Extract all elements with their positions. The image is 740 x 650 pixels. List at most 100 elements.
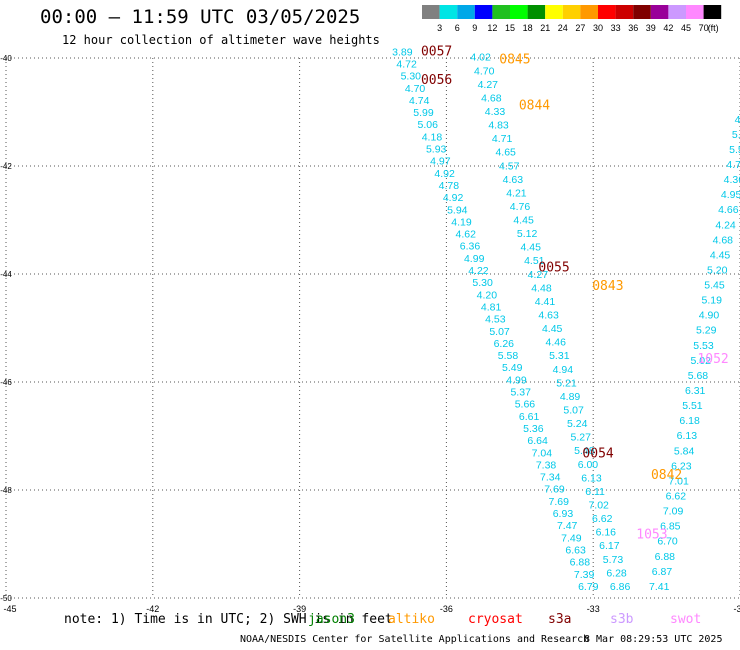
wave-height-value: 6.63	[565, 544, 586, 556]
colorbar-label: 24	[558, 23, 568, 33]
colorbar-label: 70	[699, 23, 709, 33]
pass-time-label: 0843	[592, 279, 623, 294]
footer-timestamp: 8 Mar 08:29:53 UTC 2025	[584, 634, 723, 645]
wave-height-value: 5.37	[510, 387, 531, 399]
wave-height-value: 6.93	[553, 508, 574, 520]
wave-height-value: 7.38	[536, 459, 557, 471]
lon-tick-label: -33	[587, 604, 600, 614]
colorbar-swatch	[615, 5, 634, 19]
colorbar-label: 18	[523, 23, 533, 33]
wave-height-value: 4.62	[456, 229, 477, 241]
lat-tick-label: -44	[0, 270, 12, 279]
lon-tick-label: -42	[146, 604, 159, 614]
colorbar-label: 42	[663, 23, 673, 33]
lat-tick-label: -48	[0, 486, 12, 495]
wave-height-value: 6.79	[578, 581, 599, 593]
map-grid	[5, 57, 740, 599]
colorbar-label: 15	[505, 23, 515, 33]
wave-height-value: 4.70	[474, 65, 495, 77]
wave-height-value: 4.21	[506, 187, 527, 199]
colorbar-label: 45	[681, 23, 691, 33]
pass-time-label: 0055	[538, 260, 569, 275]
wave-height-value: 7.04	[532, 447, 553, 459]
wave-height-value: 4.45	[520, 242, 541, 254]
colorbar-swatch	[598, 5, 616, 19]
lat-tick-label: -42	[0, 162, 12, 171]
colorbar-label: 33	[611, 23, 621, 33]
pass-time-label: 1052	[697, 352, 728, 367]
wave-height-value: 4.57	[499, 160, 520, 172]
wave-height-value: 5.73	[603, 554, 624, 566]
legend-jason3: jason3	[308, 612, 355, 627]
wave-height-value: 7.39	[574, 569, 595, 581]
wave-height-value: 5.19	[702, 295, 723, 307]
wave-height-value: 4.45	[513, 215, 534, 227]
wave-height-value: 7.69	[544, 484, 565, 496]
colorbar-swatch	[686, 5, 704, 19]
wave-height-value: 7.49	[561, 532, 582, 544]
wave-height-value: 6.28	[606, 567, 627, 579]
wave-height-value: 4.48	[531, 282, 552, 294]
wave-height-value: 4.66	[718, 204, 739, 216]
wave-height-value: 7.09	[663, 506, 684, 518]
wave-height-value: 6.17	[599, 540, 620, 552]
wave-height-value: 6.13	[581, 472, 602, 484]
wave-height-value: 6.85	[660, 521, 681, 533]
wave-height-value: 6.31	[685, 385, 706, 397]
wave-height-value: 5.06	[417, 119, 438, 131]
wave-height-value: 4.71	[492, 133, 513, 145]
wave-height-value: 4.63	[538, 310, 559, 322]
wave-height-value: 4.02	[470, 52, 491, 64]
wave-height-value: 4.41	[535, 296, 556, 308]
colorbar-swatch	[562, 5, 581, 19]
pass-time-label: 1053	[636, 528, 667, 543]
wave-height-value: 5.30	[472, 277, 493, 289]
wave-height-value: 5.94	[447, 204, 468, 216]
wave-height-value: 4.63	[503, 174, 524, 186]
wave-height-value: 6.36	[460, 241, 481, 253]
wave-height-value: 4.70	[405, 83, 426, 95]
colorbar-swatch	[527, 5, 546, 19]
pass-time-label: 0844	[519, 98, 550, 113]
pass-time-label: 0056	[421, 73, 452, 88]
colorbar-swatch	[492, 5, 510, 19]
wave-height-value: 4.65	[735, 114, 740, 126]
wave-height-value: 4.27	[528, 269, 549, 281]
wave-height-value: 4.90	[699, 310, 720, 322]
wave-height-value: 6.70	[657, 536, 678, 548]
wave-height-value: 7.41	[649, 581, 670, 593]
legend-s3a: s3a	[548, 612, 572, 627]
wave-height-tracks: 3.894.725.304.704.745.995.064.185.934.97…	[392, 46, 740, 593]
wave-height-value: 5.23	[732, 129, 740, 141]
colorbar-swatch	[703, 5, 722, 19]
colorbar-label: 12	[487, 23, 497, 33]
wave-height-value: 6.62	[592, 513, 613, 525]
legend-cryosat: cryosat	[468, 612, 523, 627]
wave-height-value: 7.47	[557, 520, 578, 532]
wave-height-value: 4.65	[495, 147, 516, 159]
wave-height-value: 5.45	[704, 280, 725, 292]
footer-note: note: 1) Time is in UTC; 2) SWH is in fe…	[64, 612, 393, 627]
wave-height-value: 4.95	[721, 189, 740, 201]
wave-height-value: 5.58	[498, 350, 519, 362]
wave-height-value: 4.72	[726, 159, 740, 171]
wave-height-value: 6.86	[610, 581, 631, 593]
colorbar-swatch	[650, 5, 669, 19]
wave-height-value: 5.27	[571, 432, 592, 444]
wave-height-value: 4.33	[485, 106, 506, 118]
lon-tick-label: -36	[440, 604, 453, 614]
wave-height-value: 5.84	[674, 445, 695, 457]
wave-height-value: 6.62	[666, 490, 687, 502]
colorbar-label: 6	[455, 23, 460, 33]
pass-time-label: 0842	[651, 468, 682, 483]
wave-height-value: 5.30	[401, 71, 422, 83]
colorbar-label: 30	[593, 23, 603, 33]
wave-height-value: 4.45	[542, 323, 563, 335]
wave-height-value: 5.24	[567, 418, 588, 430]
wave-height-value: 5.68	[688, 370, 709, 382]
colorbar: 3 6 9 12 15 18 21 24 27 30 33 36 39 42 45 70 (ft)	[422, 5, 722, 33]
wave-height-value: 6.16	[596, 527, 617, 539]
colorbar-swatch	[668, 5, 686, 19]
colorbar-swatch	[422, 5, 440, 19]
